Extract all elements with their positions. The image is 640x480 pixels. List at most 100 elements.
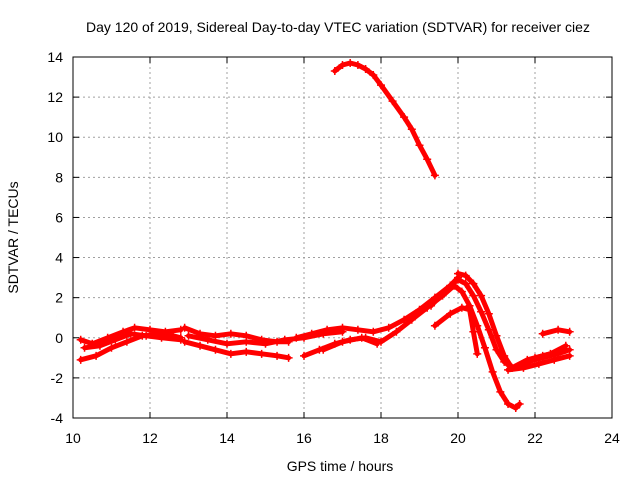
data-point <box>126 329 135 338</box>
y-tick-label: 10 <box>47 129 63 145</box>
data-point <box>469 327 478 336</box>
y-tick-label: 4 <box>55 250 63 266</box>
data-point <box>361 65 370 74</box>
x-tick-label: 18 <box>373 430 389 446</box>
data-point <box>427 301 436 310</box>
data-point <box>461 279 470 288</box>
data-point <box>130 323 139 332</box>
y-tick-label: 8 <box>55 169 63 185</box>
data-point <box>554 325 563 334</box>
data-point <box>450 281 459 290</box>
data-point <box>504 365 513 374</box>
data-point <box>392 327 401 336</box>
data-point <box>338 61 347 70</box>
data-point <box>477 307 486 316</box>
data-point <box>480 343 489 352</box>
data-point <box>80 343 89 352</box>
y-tick-label: 2 <box>55 290 63 306</box>
x-tick-label: 16 <box>296 430 312 446</box>
data-point <box>257 349 266 358</box>
data-point <box>457 303 466 312</box>
x-tick-label: 20 <box>450 430 466 446</box>
data-point <box>180 337 189 346</box>
data-point <box>492 331 501 340</box>
y-tick-label: 14 <box>47 49 63 65</box>
series-arc-rise-c-line <box>320 335 380 353</box>
series-arc-peak-d-line <box>432 305 480 357</box>
data-point <box>473 349 482 358</box>
data-point <box>242 337 251 346</box>
data-point <box>226 329 235 338</box>
data-point <box>534 359 543 368</box>
data-point <box>461 271 470 280</box>
data-point <box>504 399 513 408</box>
data-point <box>95 341 104 350</box>
data-point <box>111 335 120 344</box>
data-point <box>76 335 85 344</box>
y-tick-label: 0 <box>55 330 63 346</box>
data-point <box>538 329 547 338</box>
data-point <box>492 345 501 354</box>
data-point <box>338 337 347 346</box>
data-point <box>565 351 574 360</box>
data-point <box>438 289 447 298</box>
x-tick-label: 14 <box>219 430 235 446</box>
data-point <box>384 323 393 332</box>
data-point <box>280 335 289 344</box>
data-point <box>211 331 220 340</box>
data-point <box>415 141 424 150</box>
data-point <box>196 341 205 350</box>
data-point <box>261 339 270 348</box>
data-point <box>353 325 362 334</box>
data-point <box>92 351 101 360</box>
y-tick-label: 12 <box>47 89 63 105</box>
data-point <box>211 345 220 354</box>
data-point <box>515 399 524 408</box>
data-point <box>423 155 432 164</box>
data-point <box>184 331 193 340</box>
data-point <box>338 323 347 332</box>
data-point <box>300 351 308 360</box>
data-point <box>430 321 439 330</box>
data-point <box>400 113 409 122</box>
data-point <box>142 331 151 340</box>
data-point <box>496 387 505 396</box>
data-point <box>430 171 439 180</box>
x-tick-label: 10 <box>65 430 81 446</box>
data-point <box>400 315 409 324</box>
data-point <box>369 71 378 80</box>
data-point <box>284 353 293 362</box>
data-point <box>519 363 528 372</box>
data-point <box>346 59 355 68</box>
data-point <box>469 279 478 288</box>
chart-title: Day 120 of 2019, Sidereal Day-to-day VTE… <box>86 19 590 35</box>
data-series <box>76 59 574 412</box>
x-tick-label: 22 <box>527 430 543 446</box>
data-point <box>226 349 235 358</box>
x-tick-label: 12 <box>142 430 158 446</box>
data-point <box>484 309 493 318</box>
data-point <box>484 325 493 334</box>
data-point <box>500 357 509 366</box>
data-point <box>357 333 366 342</box>
data-point <box>465 305 474 314</box>
data-point <box>511 403 520 412</box>
data-point <box>307 329 316 338</box>
data-point <box>369 327 378 336</box>
data-point <box>373 339 382 348</box>
data-point <box>157 333 166 342</box>
data-point <box>469 291 478 300</box>
data-point <box>292 333 301 342</box>
data-point <box>107 343 116 352</box>
data-point <box>273 351 282 360</box>
data-point <box>565 327 574 336</box>
data-point <box>223 339 231 348</box>
data-point <box>446 309 455 318</box>
data-point <box>203 335 212 344</box>
data-point <box>76 355 85 364</box>
y-axis-label: SDTVAR / TECUs <box>5 181 21 293</box>
data-point <box>180 323 189 332</box>
data-point <box>477 291 486 300</box>
